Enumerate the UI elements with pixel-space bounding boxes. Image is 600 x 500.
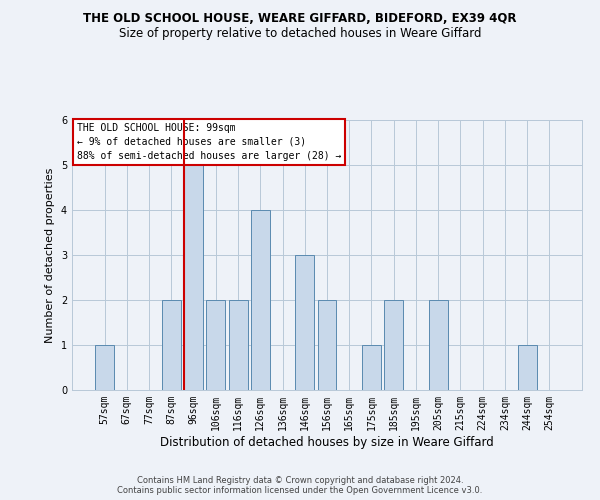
Y-axis label: Number of detached properties: Number of detached properties <box>46 168 55 342</box>
Bar <box>518 345 536 390</box>
Bar <box>295 255 314 390</box>
Bar <box>229 300 248 390</box>
Bar <box>429 300 448 390</box>
Bar <box>317 300 337 390</box>
Bar <box>95 345 114 390</box>
Text: Size of property relative to detached houses in Weare Giffard: Size of property relative to detached ho… <box>119 28 481 40</box>
Bar <box>384 300 403 390</box>
Bar <box>251 210 270 390</box>
Bar <box>362 345 381 390</box>
X-axis label: Distribution of detached houses by size in Weare Giffard: Distribution of detached houses by size … <box>160 436 494 448</box>
Text: Contains HM Land Registry data © Crown copyright and database right 2024.
Contai: Contains HM Land Registry data © Crown c… <box>118 476 482 495</box>
Bar <box>206 300 225 390</box>
Text: THE OLD SCHOOL HOUSE: 99sqm
← 9% of detached houses are smaller (3)
88% of semi-: THE OLD SCHOOL HOUSE: 99sqm ← 9% of deta… <box>77 122 341 160</box>
Text: THE OLD SCHOOL HOUSE, WEARE GIFFARD, BIDEFORD, EX39 4QR: THE OLD SCHOOL HOUSE, WEARE GIFFARD, BID… <box>83 12 517 26</box>
Bar <box>162 300 181 390</box>
Bar <box>184 165 203 390</box>
